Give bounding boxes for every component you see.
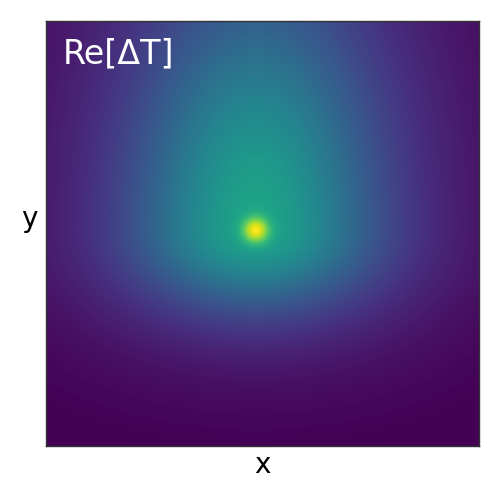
Y-axis label: y: y [21,205,37,233]
X-axis label: x: x [254,451,270,479]
Text: Re[ΔT]: Re[ΔT] [63,38,174,71]
